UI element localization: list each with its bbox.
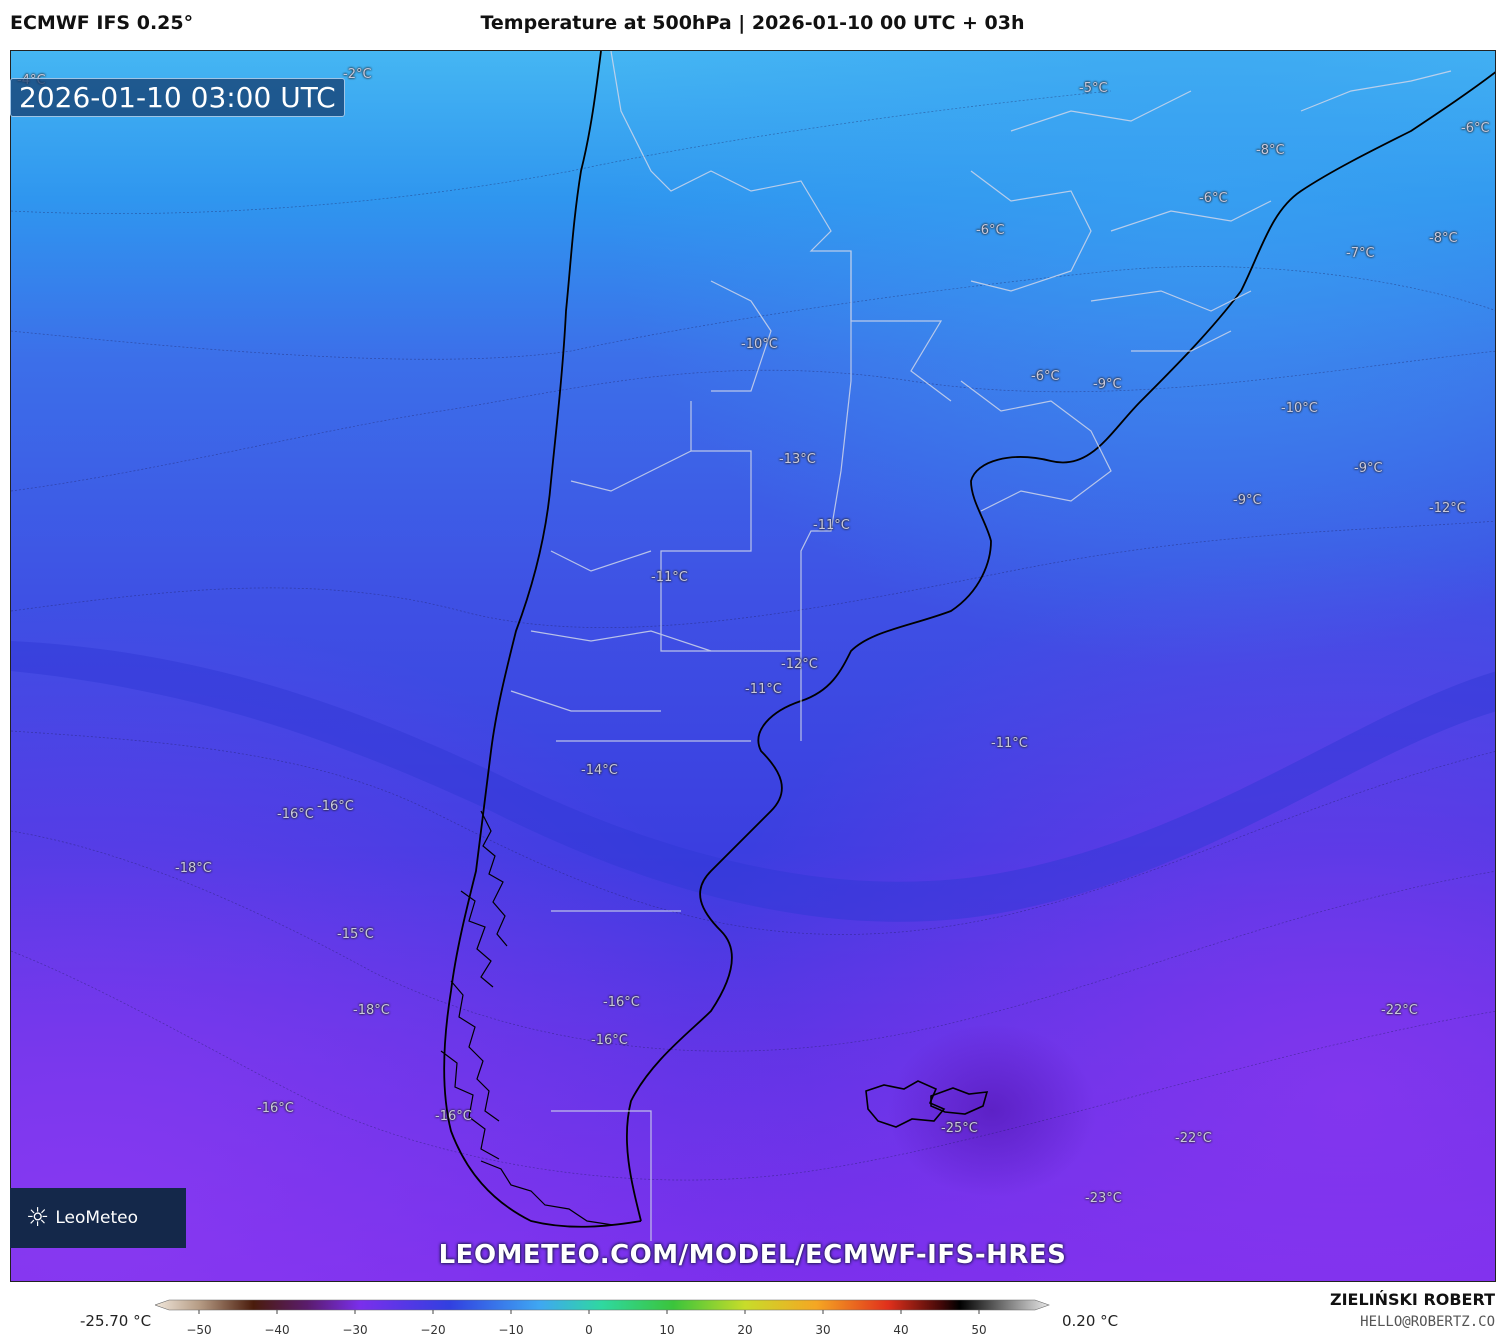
temperature-label: -12°C [781, 657, 818, 672]
author-email[interactable]: HELLO@ROBERTZ.CO [1360, 1314, 1495, 1330]
temperature-label: -9°C [1233, 493, 1262, 508]
legend-min-label: -25.70 °C [80, 1312, 152, 1330]
temperature-label: -10°C [741, 337, 778, 352]
colorbar-tick-label: 40 [893, 1323, 908, 1337]
temperature-colorbar: −50 −40 −30 −20 −10 0 10 20 30 40 50 [155, 1299, 1050, 1337]
temperature-label: -10°C [1281, 401, 1318, 416]
temperature-label: -6°C [1031, 369, 1060, 384]
temperature-label: -25°C [941, 1121, 978, 1136]
map-title: Temperature at 500hPa | 2026-01-10 00 UT… [480, 12, 1025, 34]
temperature-label: -16°C [591, 1033, 628, 1048]
watermark-url[interactable]: LEOMETEO.COM/MODEL/ECMWF-IFS-HRES [438, 1240, 1067, 1270]
temperature-label: -16°C [435, 1109, 472, 1124]
temperature-label: -15°C [337, 927, 374, 942]
temperature-label: -16°C [603, 995, 640, 1010]
temperature-label: -16°C [317, 799, 354, 814]
colorbar-tick-label: −40 [264, 1323, 289, 1337]
temperature-label: -22°C [1381, 1003, 1418, 1018]
colorbar-tick-label: −50 [186, 1323, 211, 1337]
colorbar-tick-label: −20 [420, 1323, 445, 1337]
colorbar-tick-label: 30 [815, 1323, 830, 1337]
valid-time-badge: 2026-01-10 03:00 UTC [10, 78, 345, 117]
temperature-label: -13°C [779, 452, 816, 467]
sun-icon: ☼ [26, 1203, 50, 1233]
temperature-label: -8°C [1256, 143, 1285, 158]
temperature-label: -18°C [175, 861, 212, 876]
colorbar-tick-label: 50 [971, 1323, 986, 1337]
temperature-label: -9°C [1354, 461, 1383, 476]
logo-text: LeoMeteo [55, 1208, 138, 1228]
colorbar-tick-label: −10 [498, 1323, 523, 1337]
temperature-map[interactable]: -4°C-2°C-5°C-6°C-8°C-6°C-6°C-7°C-8°C-10°… [10, 50, 1496, 1282]
temperature-label: -5°C [1079, 81, 1108, 96]
temperature-label: -6°C [976, 223, 1005, 238]
leometeo-logo[interactable]: ☼ LeoMeteo [10, 1188, 186, 1248]
temperature-label: -11°C [745, 682, 782, 697]
colorbar-tick-label: −30 [342, 1323, 367, 1337]
temperature-label: -22°C [1175, 1131, 1212, 1146]
temperature-label: -11°C [651, 570, 688, 585]
colorbar-tick-label: 10 [659, 1323, 674, 1337]
temperature-label: -11°C [813, 518, 850, 533]
temperature-label: -12°C [1429, 501, 1466, 516]
colorbar-tick-label: 20 [737, 1323, 752, 1337]
temperature-label: -16°C [257, 1101, 294, 1116]
temperature-label: -8°C [1429, 231, 1458, 246]
temperature-label: -7°C [1346, 246, 1375, 261]
temperature-label: -6°C [1461, 121, 1490, 136]
temperature-label: -23°C [1085, 1191, 1122, 1206]
temperature-label: -14°C [581, 763, 618, 778]
temperature-label: -9°C [1093, 377, 1122, 392]
author-name: ZIELIŃSKI ROBERT [1329, 1290, 1495, 1309]
temperature-label: -6°C [1199, 191, 1228, 206]
legend-max-label: 0.20 °C [1062, 1312, 1119, 1330]
colorbar-tick-label: 0 [585, 1323, 593, 1337]
temperature-label: -16°C [277, 807, 314, 822]
model-name: ECMWF IFS 0.25° [10, 12, 194, 34]
temperature-label: -11°C [991, 736, 1028, 751]
map-canvas [11, 51, 1495, 1281]
temperature-label: -18°C [353, 1003, 390, 1018]
temperature-label: -2°C [343, 67, 372, 82]
